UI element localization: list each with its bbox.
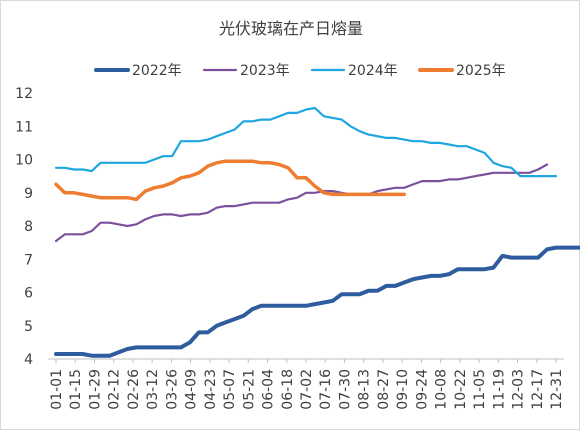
series-line-2022年 (54, 245, 580, 358)
y-tick-label: 12 (15, 86, 33, 102)
x-tick-label: 05-21 (241, 369, 257, 410)
x-tick-label: 05-07 (222, 369, 238, 410)
x-tick-label: 12-31 (549, 369, 565, 410)
x-tick-label: 08-13 (357, 369, 373, 410)
y-tick-label: 9 (24, 186, 33, 202)
x-tick-label: 09-24 (414, 369, 430, 410)
x-tick-label: 04-23 (203, 369, 219, 410)
x-tick-label: 12-03 (511, 369, 527, 410)
x-tick-label: 07-30 (337, 369, 353, 410)
y-tick-label: 7 (24, 252, 33, 268)
legend: 2022年 2023年 2024年 2025年 (94, 63, 506, 79)
y-tick-label: 10 (15, 153, 33, 169)
series-line-2023年 (54, 163, 549, 243)
series-group (54, 106, 580, 358)
x-tick-label: 02-26 (126, 369, 142, 410)
y-tick-label: 6 (24, 286, 33, 302)
x-axis: 01-01 01-15 01-29 02-12 02-26 03-12 03-26 04-09… (48, 358, 565, 410)
x-tick-label: 03-12 (145, 369, 161, 410)
x-tick-label: 10-08 (434, 369, 450, 410)
x-tick-label: 09-10 (395, 369, 411, 410)
x-tick-label: 01-01 (49, 369, 65, 410)
x-tick-label: 06-18 (280, 369, 296, 410)
x-tick-label: 10-22 (453, 369, 469, 410)
x-tick-label: 02-12 (107, 369, 123, 410)
x-tick-label: 01-29 (87, 369, 103, 410)
x-tick-label: 07-02 (299, 369, 315, 410)
x-tick-label: 06-04 (261, 369, 277, 410)
legend-label: 2025年 (456, 63, 506, 79)
y-tick-label: 8 (24, 219, 33, 235)
x-tick-label: 11-05 (472, 369, 488, 410)
x-tick-label: 04-09 (184, 369, 200, 410)
x-tick-label: 07-16 (318, 369, 334, 410)
legend-label: 2022年 (132, 63, 182, 79)
x-tick-label: 11-19 (491, 369, 507, 410)
y-axis: 4 5 6 7 8 9 10 11 12 (15, 86, 33, 368)
legend-label: 2023年 (240, 63, 290, 79)
y-tick-label: 4 (24, 352, 33, 368)
legend-label: 2024年 (348, 63, 398, 79)
x-tick-label: 12-17 (530, 369, 546, 410)
chart-title: 光伏玻璃在产日熔量 (219, 19, 363, 38)
x-tick-label: 01-15 (68, 369, 84, 410)
x-tick-label: 03-26 (164, 369, 180, 410)
y-tick-label: 11 (15, 119, 33, 135)
y-tick-label: 5 (24, 319, 33, 335)
x-tick-label: 08-27 (376, 369, 392, 410)
series-line-2024年 (54, 106, 558, 178)
series-line-2025年 (54, 159, 406, 202)
